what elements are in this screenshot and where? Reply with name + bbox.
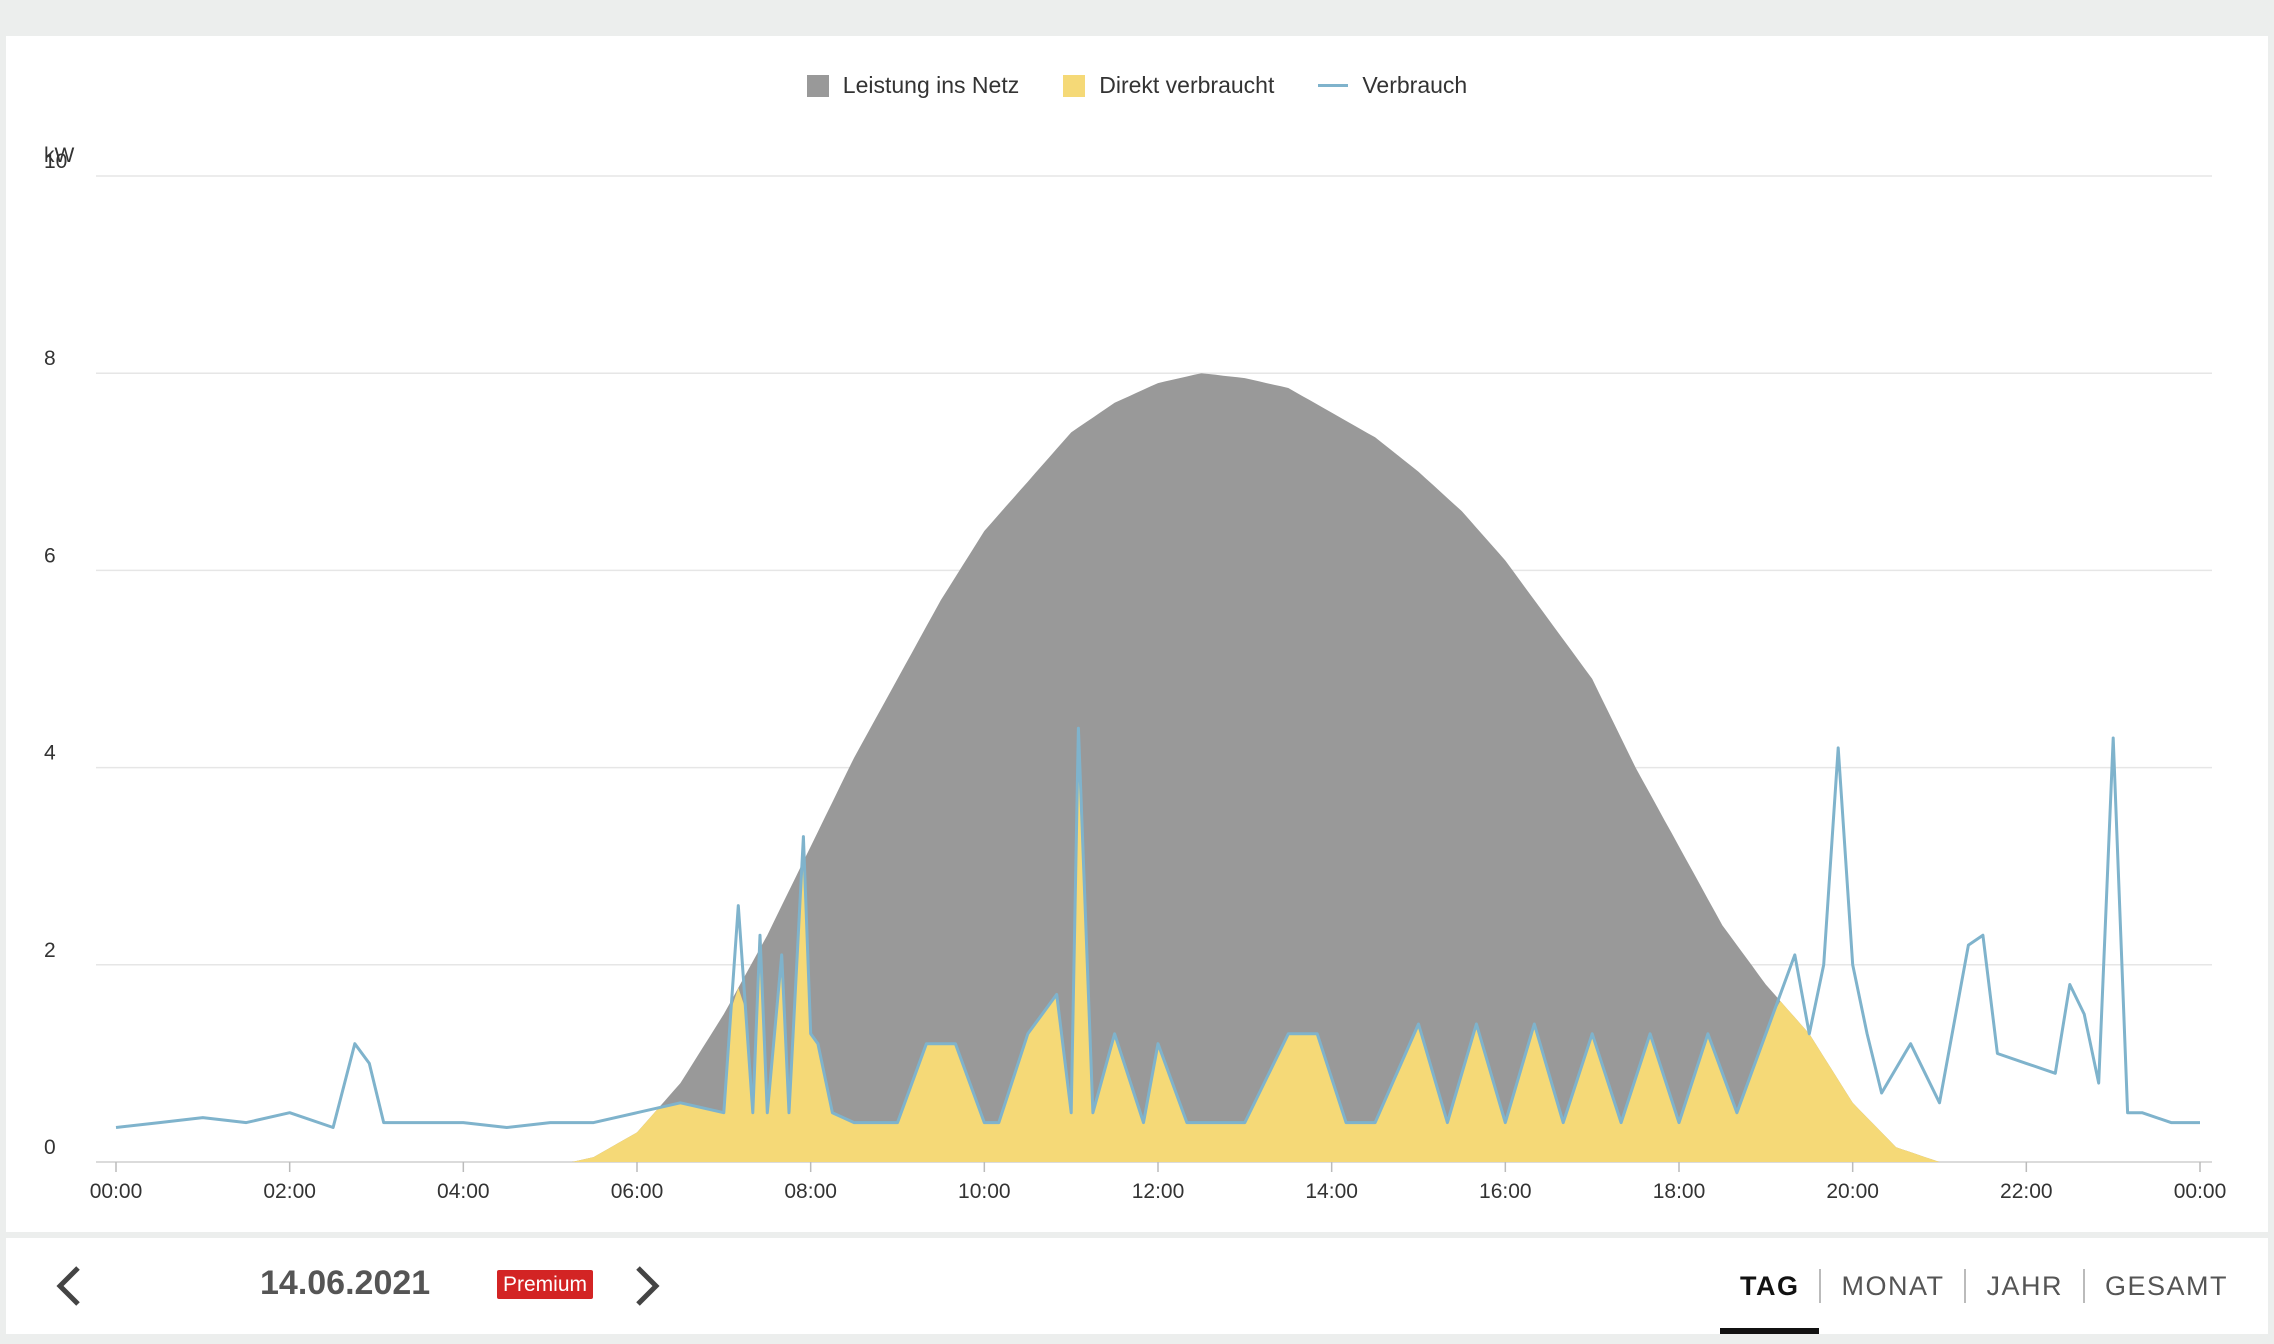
legend-swatch-grey: [806, 74, 829, 97]
tab-separator: [1819, 1269, 1822, 1303]
x-tick-label: 08:00: [784, 1180, 837, 1203]
legend-item-leistung-ins-netz[interactable]: Leistung ins Netz: [806, 72, 1020, 99]
y-tick-label: 2: [44, 939, 56, 962]
period-tabs: TAG MONAT JAHR GESAMT: [1719, 1238, 2248, 1334]
tab-separator: [1964, 1269, 1967, 1303]
y-tick-label: 4: [44, 742, 56, 765]
chevron-right-icon: [636, 1266, 660, 1306]
x-tick-label: 00:00: [2174, 1180, 2227, 1203]
y-axis-label: kW: [44, 144, 75, 167]
x-tick-label: 00:00: [90, 1180, 143, 1203]
y-tick-label: 10: [44, 150, 67, 173]
x-tick-label: 02:00: [263, 1180, 316, 1203]
tab-tag[interactable]: TAG: [1719, 1238, 1820, 1334]
x-tick-label: 20:00: [1826, 1180, 1879, 1203]
y-tick-label: 6: [44, 544, 56, 567]
chevron-left-icon: [56, 1266, 80, 1306]
y-tick-label: 0: [44, 1136, 56, 1159]
x-tick-label: 06:00: [611, 1180, 664, 1203]
x-tick-label: 10:00: [958, 1180, 1011, 1203]
tab-monat[interactable]: MONAT: [1841, 1270, 1945, 1301]
tab-gesamt[interactable]: GESAMT: [2104, 1270, 2228, 1301]
x-tick-label: 14:00: [1305, 1180, 1358, 1203]
legend-swatch-line: [1318, 84, 1349, 87]
y-tick-label: 8: [44, 347, 56, 370]
x-tick-label: 22:00: [2000, 1180, 2053, 1203]
x-tick-label: 18:00: [1653, 1180, 1706, 1203]
tab-jahr[interactable]: JAHR: [1986, 1270, 2063, 1301]
x-tick-label: 12:00: [1132, 1180, 1185, 1203]
footer-bar: 14.06.2021 Premium TAG MONAT JAHR GESAMT: [6, 1238, 2268, 1334]
next-day-button[interactable]: [622, 1260, 672, 1312]
chart-card: 0 2 4 6 8 10 kW 00:00 02:00 04:00 06:00 08:00 10:00 1…: [6, 36, 2268, 1232]
legend-label: Direkt verbraucht: [1099, 72, 1275, 98]
x-tick-label: 16:00: [1479, 1180, 1532, 1203]
tab-separator: [2082, 1269, 2085, 1303]
premium-badge: Premium: [497, 1270, 594, 1299]
line-verbrauch: [115, 726, 2200, 1129]
legend-label: Verbrauch: [1362, 72, 1468, 98]
date-label[interactable]: 14.06.2021: [260, 1264, 431, 1302]
legend-label: Leistung ins Netz: [842, 72, 1020, 98]
prev-day-button[interactable]: [44, 1260, 94, 1312]
legend-swatch-yellow: [1063, 74, 1086, 97]
area-leistung-ins-netz: [571, 373, 1940, 1162]
chart-legend: Leistung ins Netz Direkt verbraucht Verb…: [6, 72, 2268, 99]
legend-item-verbrauch[interactable]: Verbrauch: [1318, 72, 1467, 99]
x-tick-label: 04:00: [437, 1180, 490, 1203]
legend-item-direkt-verbraucht[interactable]: Direkt verbraucht: [1063, 72, 1274, 99]
